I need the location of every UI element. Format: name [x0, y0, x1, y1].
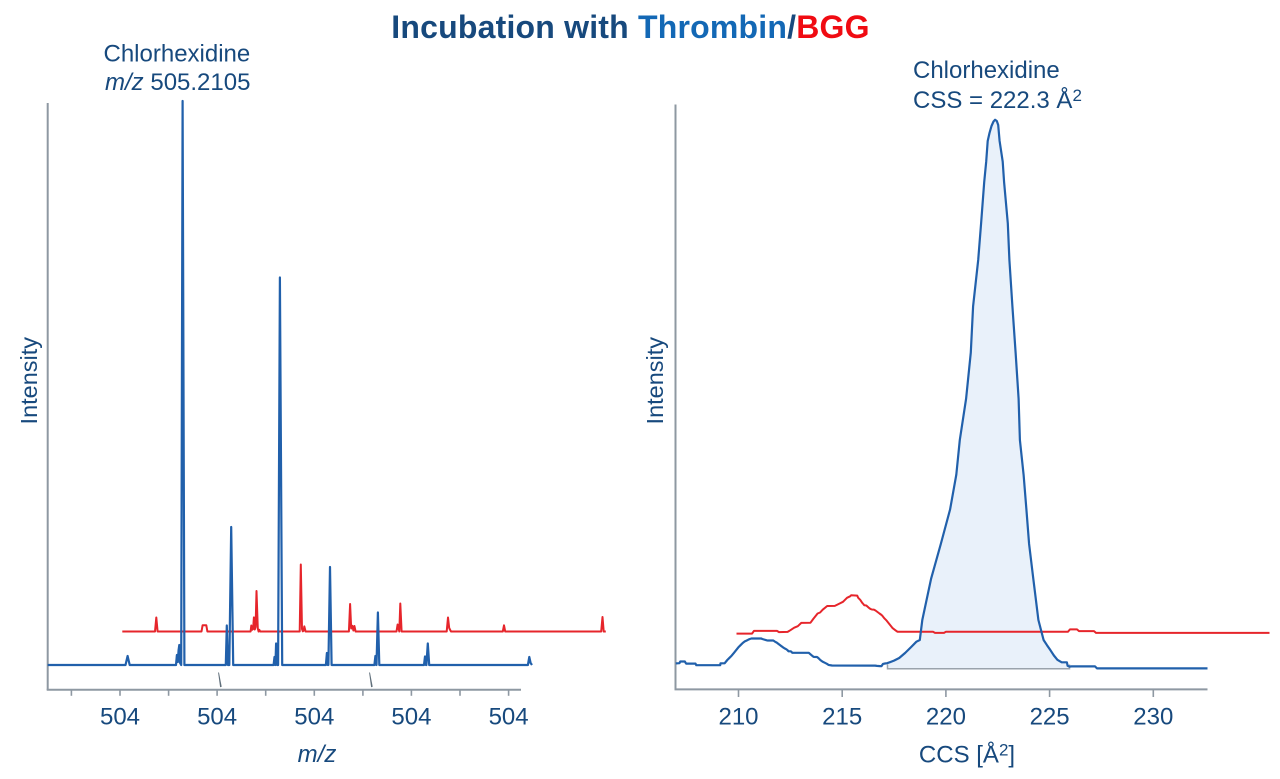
- svg-text:504: 504: [100, 704, 140, 731]
- svg-text:215: 215: [822, 704, 862, 731]
- svg-text:504: 504: [391, 704, 431, 731]
- svg-text:CCS [Å2]: CCS [Å2]: [919, 741, 1015, 769]
- svg-text:m/z: m/z: [298, 741, 337, 768]
- svg-text:Intensity: Intensity: [642, 337, 668, 425]
- svg-text:210: 210: [718, 704, 758, 731]
- svg-text:504: 504: [489, 704, 529, 731]
- svg-text:m/z 505.2105: m/z 505.2105: [105, 69, 250, 96]
- svg-text:220: 220: [926, 704, 966, 731]
- svg-text:504: 504: [197, 704, 237, 731]
- svg-text:504: 504: [294, 704, 334, 731]
- svg-text:Chlorhexidine: Chlorhexidine: [913, 57, 1060, 84]
- svg-text:225: 225: [1030, 704, 1070, 731]
- svg-text:Intensity: Intensity: [16, 337, 42, 425]
- svg-text:CSS = 222.3 Å2: CSS = 222.3 Å2: [913, 86, 1082, 114]
- svg-text:Chlorhexidine: Chlorhexidine: [104, 41, 251, 68]
- svg-text:230: 230: [1133, 704, 1173, 731]
- svg-text:Incubation with Thrombin/BGG: Incubation with Thrombin/BGG: [391, 9, 869, 45]
